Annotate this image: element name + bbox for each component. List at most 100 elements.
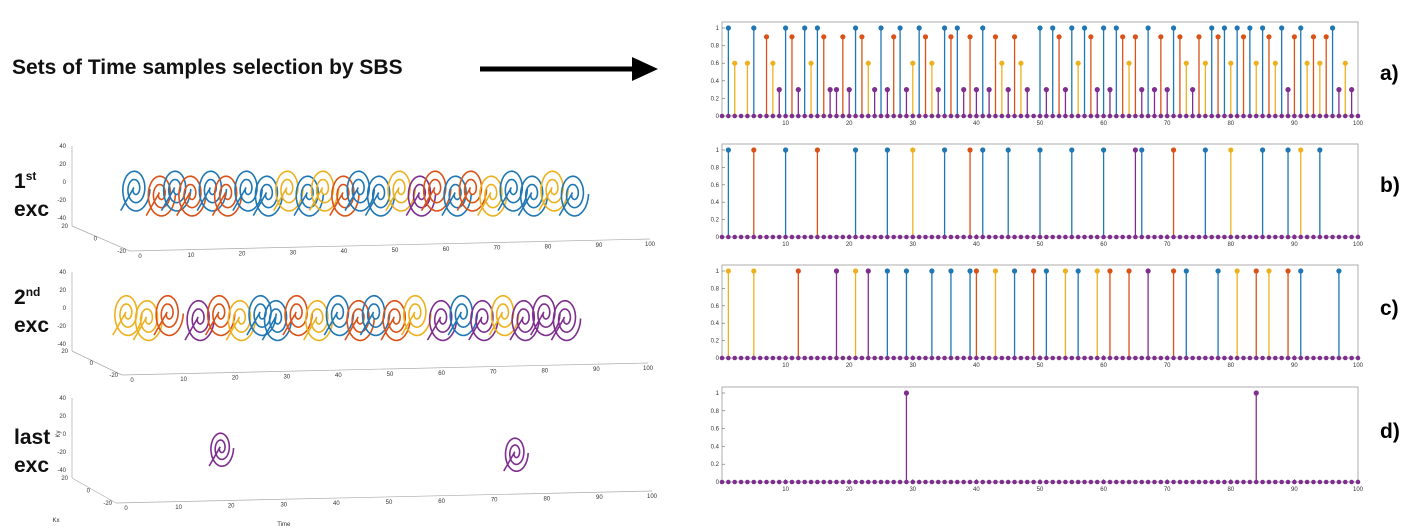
zero-marker	[1145, 355, 1151, 361]
zero-marker	[1120, 234, 1125, 240]
zero-marker	[834, 234, 839, 240]
zero-marker	[1082, 234, 1087, 240]
zero-marker	[1260, 355, 1265, 361]
stem-marker	[1228, 147, 1234, 153]
spiral-trajectory	[401, 294, 432, 337]
x-tick-label: 30	[909, 121, 916, 127]
zero-marker	[1349, 113, 1354, 119]
zero-marker	[872, 234, 877, 240]
spiral-trajectory	[405, 175, 437, 217]
stem-marker	[1260, 147, 1266, 153]
spiral-trajectory	[323, 294, 355, 337]
x-tick-label: 10	[782, 363, 789, 369]
zero-marker	[751, 355, 757, 361]
stem-marker	[903, 87, 910, 93]
stem-marker	[732, 60, 738, 66]
y-tick-label: 0	[87, 489, 91, 495]
stem-marker	[1317, 60, 1323, 66]
zero-marker	[1209, 355, 1215, 361]
zero-marker	[1037, 479, 1043, 485]
zero-marker	[1031, 113, 1036, 119]
x-tick-label: 70	[1164, 121, 1171, 127]
stem-marker	[1132, 147, 1138, 153]
zero-marker	[897, 234, 903, 240]
zero-marker	[1133, 479, 1138, 485]
stem-marker	[776, 87, 782, 93]
stem-marker	[1170, 268, 1177, 274]
zero-marker	[1139, 479, 1145, 485]
zero-marker	[878, 234, 884, 240]
zero-marker	[904, 234, 909, 240]
stem-marker	[1349, 87, 1355, 93]
zero-marker	[827, 234, 833, 240]
x-tick-label: 40	[335, 373, 342, 379]
zero-marker	[1107, 234, 1113, 240]
zero-marker	[719, 113, 725, 119]
zero-marker	[1005, 479, 1011, 485]
zero-marker	[1190, 113, 1195, 119]
zero-marker	[764, 113, 769, 119]
zero-marker	[1190, 234, 1195, 240]
zero-marker	[1012, 113, 1017, 119]
stem-marker	[1234, 268, 1240, 274]
stem-marker	[884, 87, 890, 93]
zero-marker	[1101, 234, 1106, 240]
zero-marker	[1317, 234, 1323, 240]
zero-marker	[1133, 234, 1138, 240]
zero-marker	[1317, 479, 1323, 485]
zero-marker	[821, 479, 827, 485]
y-axis	[71, 350, 123, 376]
zero-marker	[757, 355, 763, 361]
stem-marker	[1298, 25, 1304, 31]
stem-marker	[840, 34, 846, 40]
stem-marker	[1043, 268, 1049, 274]
stem-marker	[1266, 268, 1272, 274]
x-tick-label: 60	[1100, 363, 1107, 369]
x-tick-label: 70	[490, 370, 497, 376]
x-tick-label: 50	[1037, 363, 1044, 369]
zero-marker	[834, 479, 839, 485]
zero-marker	[942, 234, 947, 240]
stem-marker	[1145, 268, 1151, 274]
zero-marker	[853, 234, 858, 240]
x-tick-label: 90	[1291, 121, 1298, 127]
z-tick-label: 20	[59, 288, 66, 294]
stem-marker	[1107, 268, 1113, 274]
zero-marker	[1285, 479, 1291, 485]
zero-marker	[942, 355, 947, 361]
zero-marker	[1196, 479, 1202, 485]
stem-marker	[929, 60, 935, 66]
stem-marker	[1221, 25, 1228, 31]
zero-marker	[904, 355, 909, 361]
stem-marker	[725, 147, 731, 153]
spiral-trajectory	[225, 299, 257, 342]
zero-marker	[993, 355, 998, 361]
zero-marker	[840, 355, 846, 361]
zero-marker	[853, 355, 858, 361]
stem-marker	[973, 87, 980, 93]
zero-marker	[955, 234, 960, 240]
spiral-trajectory	[261, 299, 293, 342]
zero-marker	[1101, 479, 1106, 485]
axes-box	[721, 264, 1359, 359]
stem-marker	[1253, 390, 1259, 396]
zero-marker	[1342, 355, 1348, 361]
zero-marker	[1139, 234, 1145, 240]
y-tick-label: 0.8	[711, 286, 720, 292]
x-tick-label: 60	[438, 371, 445, 377]
zero-marker	[1215, 234, 1221, 240]
y-axis-title: Kx	[52, 518, 59, 524]
zero-marker	[1171, 479, 1176, 485]
zero-marker	[1355, 355, 1361, 361]
zero-marker	[1018, 113, 1024, 119]
stem-marker	[751, 147, 757, 153]
x-axis	[115, 490, 653, 504]
zero-marker	[1196, 113, 1202, 119]
stem-marker	[872, 87, 878, 93]
zero-marker	[796, 479, 801, 485]
zero-marker	[1228, 479, 1234, 485]
zero-marker	[1082, 479, 1087, 485]
spiral-trajectory	[160, 170, 192, 212]
x-tick-label: 60	[1100, 242, 1107, 248]
x-tick-label: 100	[1353, 487, 1364, 493]
